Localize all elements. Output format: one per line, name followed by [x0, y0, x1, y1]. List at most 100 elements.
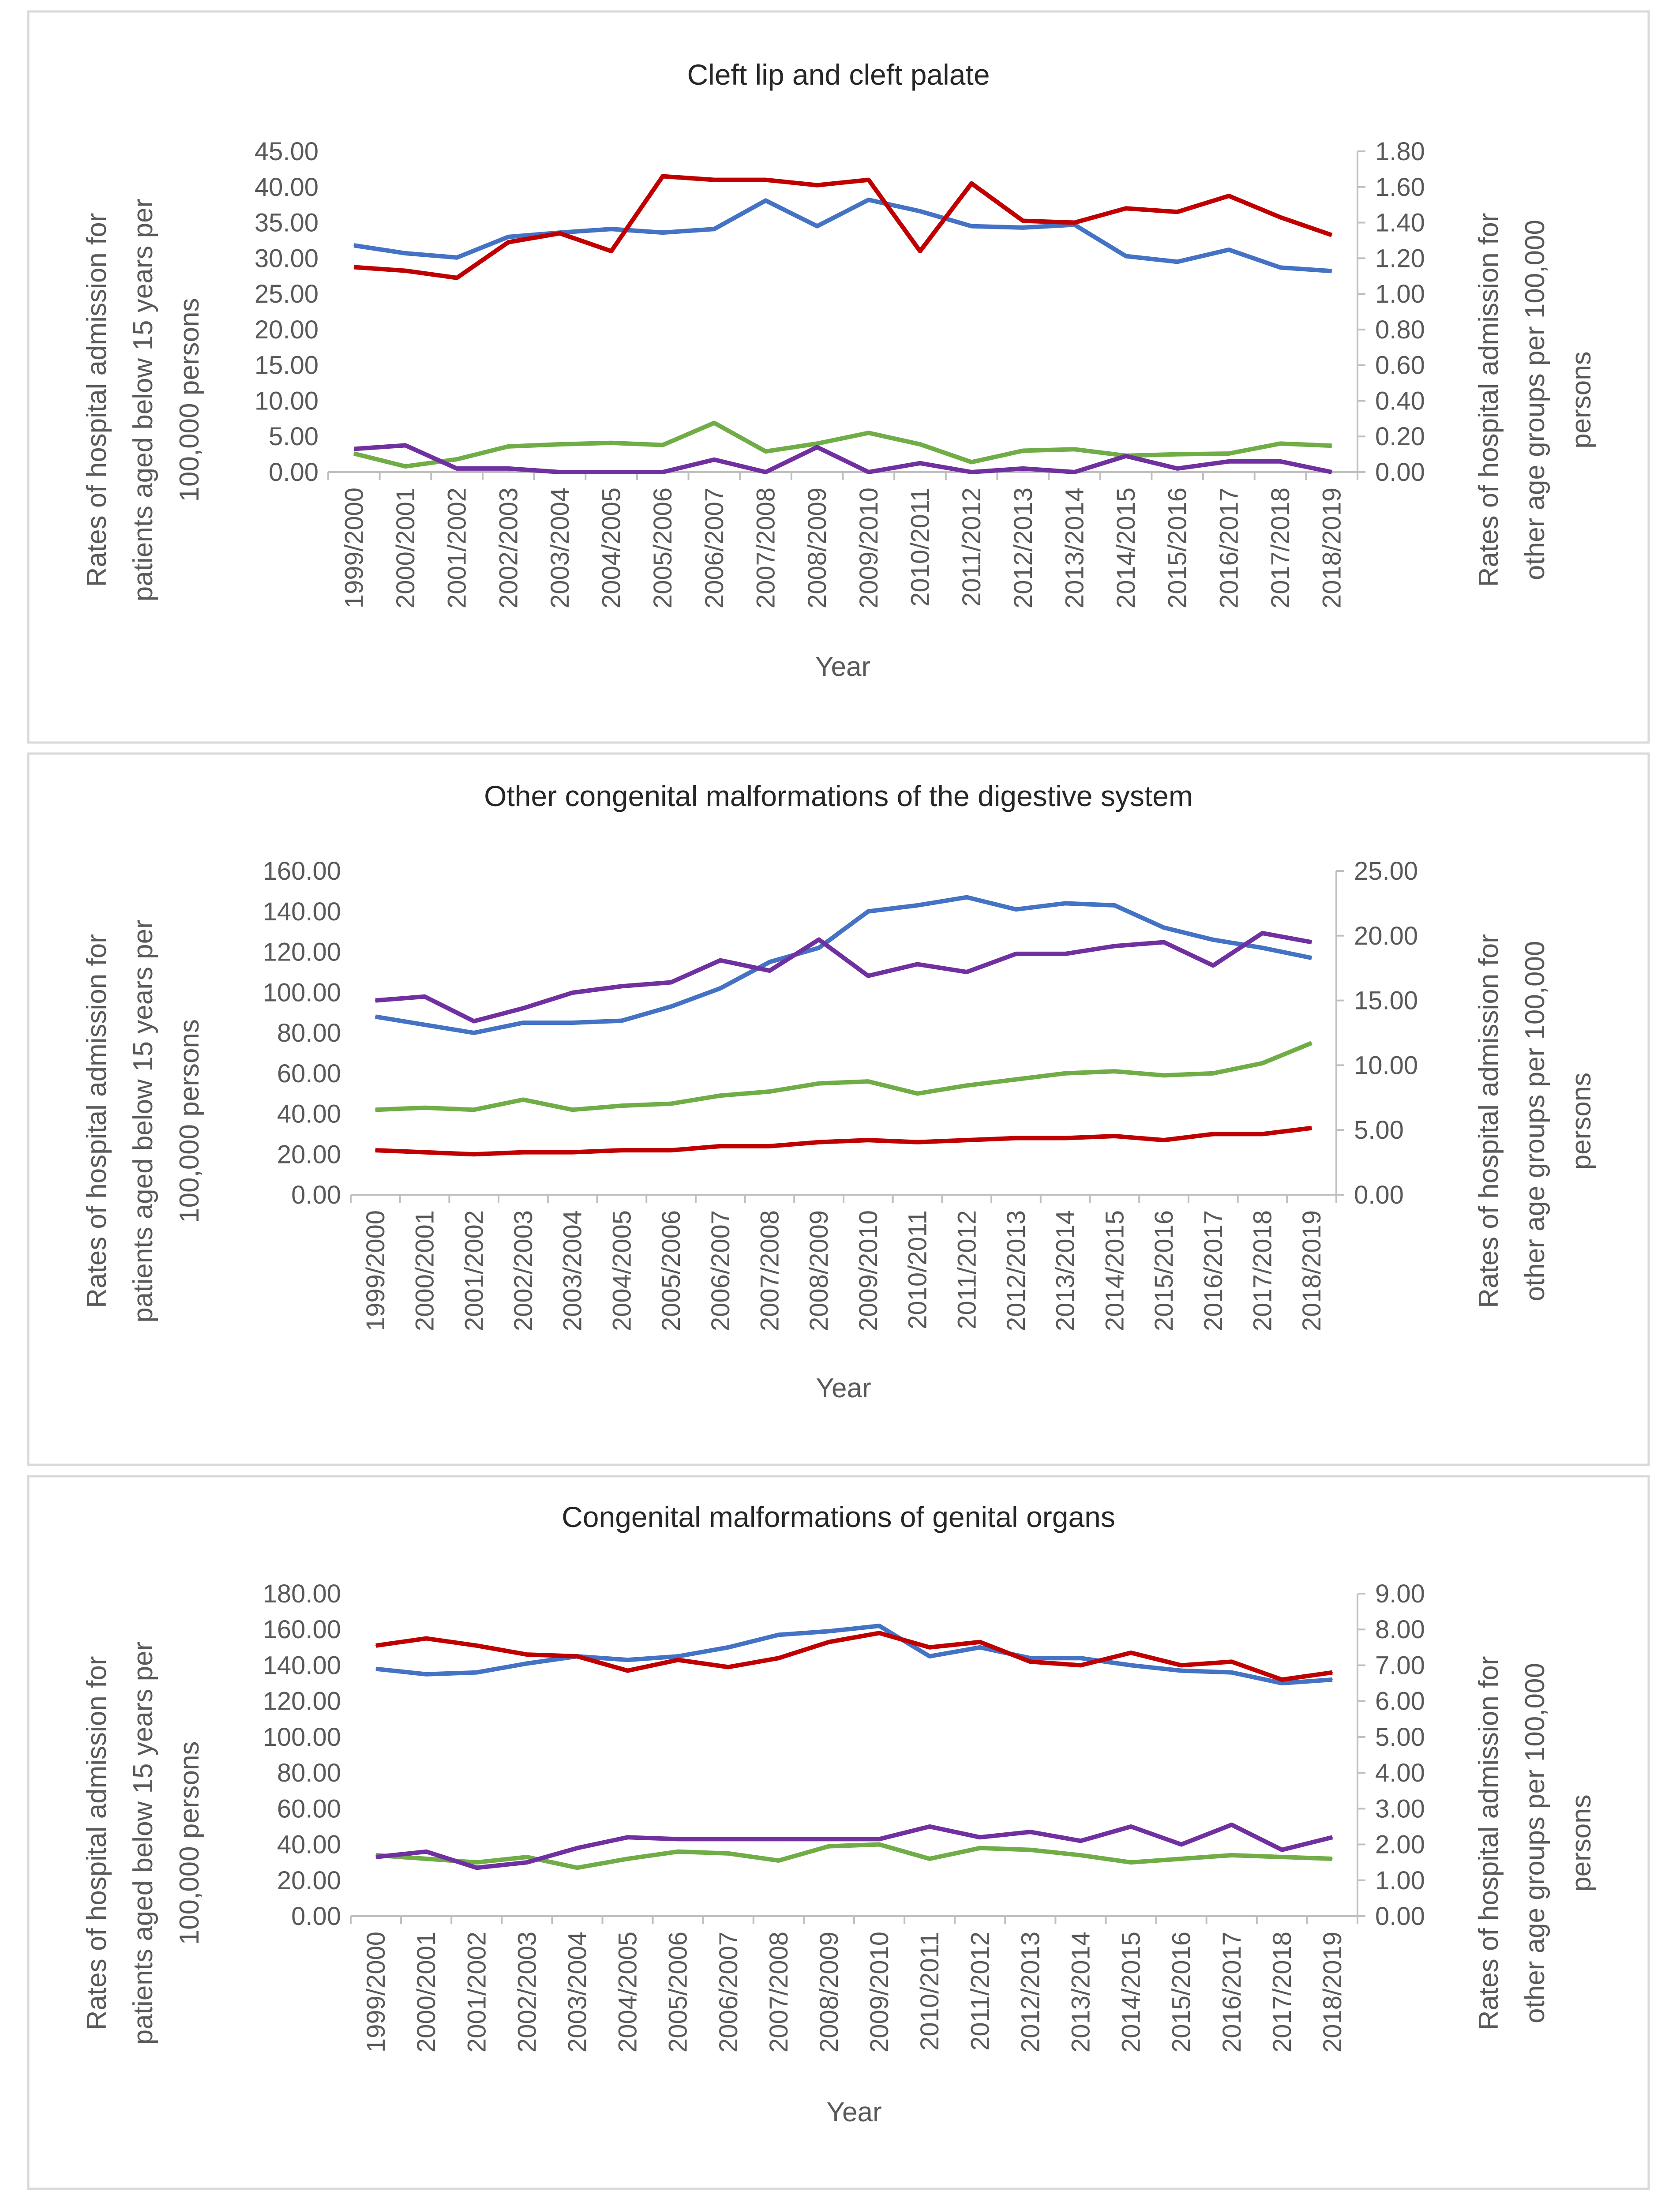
x-axis-title: Year [815, 652, 870, 682]
data-point-green [522, 1099, 524, 1100]
x-tick-label: 1999/2000 [361, 1210, 390, 1331]
data-point-red [720, 1145, 721, 1147]
data-point-green [966, 1085, 968, 1086]
x-tick-label: 2010/2011 [915, 1932, 944, 2051]
data-point-purple [818, 939, 820, 940]
data-point-purple [522, 1008, 524, 1009]
data-point-purple [677, 1838, 679, 1840]
data-point-blue [473, 1032, 475, 1033]
data-point-red [1311, 1127, 1312, 1129]
data-point-purple [456, 468, 458, 469]
left-y-tick-label: 15.00 [255, 351, 319, 380]
x-tick-label: 2000/2001 [411, 1210, 439, 1331]
right-y-tick-label: 4.00 [1375, 1759, 1425, 1787]
series-line-green [353, 420, 1332, 469]
data-point-green [868, 432, 869, 434]
data-point-blue [979, 1647, 981, 1648]
data-point-blue [1311, 957, 1312, 959]
x-tick-label: 2016/2017 [1199, 1210, 1228, 1331]
data-point-green [424, 1107, 425, 1108]
data-point-blue [879, 1625, 880, 1627]
x-tick-label: 2012/2013 [1002, 1210, 1031, 1331]
data-point-red [405, 270, 406, 271]
data-point-purple [1228, 461, 1230, 462]
series-line-red [375, 1126, 1312, 1157]
x-tick-label: 2008/2009 [815, 1932, 844, 2052]
data-point-blue [929, 1656, 930, 1657]
x-tick-label: 2009/2010 [865, 1932, 894, 2052]
x-tick-label: 2008/2009 [803, 488, 832, 608]
data-point-green [1177, 454, 1178, 455]
right-y-tick-label: 15.00 [1354, 987, 1418, 1015]
data-point-green [1114, 1071, 1115, 1072]
data-point-blue [375, 1016, 376, 1017]
left-y-tick-label: 35.00 [255, 209, 319, 237]
data-point-red [559, 233, 560, 234]
data-point-purple [1065, 953, 1066, 954]
data-point-purple [662, 472, 664, 473]
left-y-tick-label: 5.00 [269, 422, 319, 451]
x-tick-label: 2000/2001 [391, 488, 420, 608]
left-y-tick-label: 80.00 [277, 1019, 341, 1047]
data-point-purple [627, 1837, 628, 1838]
data-point-blue [526, 1663, 528, 1664]
data-point-green [473, 1109, 475, 1111]
data-point-red [526, 1654, 528, 1655]
data-point-blue [765, 200, 766, 201]
right-y-tick-label: 0.20 [1375, 422, 1425, 451]
data-point-red [769, 1145, 770, 1147]
chart-2: Other congenital malformations of the di… [27, 752, 1650, 1466]
data-point-purple [1130, 1826, 1132, 1827]
data-point-red [1228, 195, 1230, 196]
data-point-green [728, 1853, 729, 1854]
data-point-blue [1262, 947, 1263, 949]
data-point-blue [621, 1020, 622, 1021]
data-point-red [1212, 1133, 1214, 1135]
data-point-green [476, 1862, 477, 1863]
data-point-purple [1177, 468, 1178, 469]
x-tick-label: 2006/2007 [700, 488, 729, 608]
left-y-tick-label: 40.00 [277, 1831, 341, 1859]
data-point-purple [1231, 1824, 1232, 1825]
data-point-purple [426, 1851, 427, 1852]
x-tick-label: 2007/2008 [755, 1210, 784, 1331]
data-point-red [426, 1638, 427, 1639]
data-point-blue [1331, 270, 1332, 272]
x-tick-label: 2001/2002 [443, 488, 472, 608]
right-y-tick-label: 0.40 [1375, 386, 1425, 415]
data-point-blue [1331, 1679, 1333, 1680]
x-tick-label: 1999/2000 [362, 1932, 390, 2052]
data-point-purple [979, 1837, 981, 1838]
data-point-red [572, 1152, 573, 1153]
data-point-blue [1114, 904, 1115, 906]
data-point-green [1331, 445, 1332, 446]
data-point-purple [405, 445, 406, 446]
data-point-green [817, 443, 818, 444]
data-point-purple [919, 462, 921, 464]
data-point-purple [765, 472, 766, 473]
left-y-tick-label: 80.00 [277, 1759, 341, 1787]
data-point-red [728, 1666, 729, 1668]
data-point-green [456, 458, 458, 460]
data-point-red [375, 1150, 376, 1151]
left-y-tick-label: 0.00 [291, 1181, 341, 1209]
x-axis-title: Year [816, 1373, 871, 1403]
data-point-green [677, 1851, 679, 1852]
x-tick-label: 2010/2011 [904, 1210, 932, 1329]
data-point-purple [473, 1020, 475, 1022]
left-y-tick-label: 10.00 [255, 386, 319, 415]
data-point-blue [627, 1659, 628, 1661]
data-point-blue [867, 911, 869, 912]
left-y-tick-label: 120.00 [263, 1687, 341, 1716]
data-point-green [1080, 1854, 1081, 1856]
data-point-green [1228, 453, 1230, 454]
data-point-red [1130, 1652, 1132, 1654]
left-y-tick-label: 25.00 [255, 280, 319, 308]
data-point-purple [559, 472, 560, 473]
left-y-tick-label: 120.00 [263, 938, 341, 967]
data-point-green [426, 1858, 427, 1860]
data-point-red [662, 176, 664, 177]
data-point-blue [778, 1634, 779, 1636]
data-point-green [919, 443, 921, 445]
data-point-red [1331, 234, 1332, 236]
